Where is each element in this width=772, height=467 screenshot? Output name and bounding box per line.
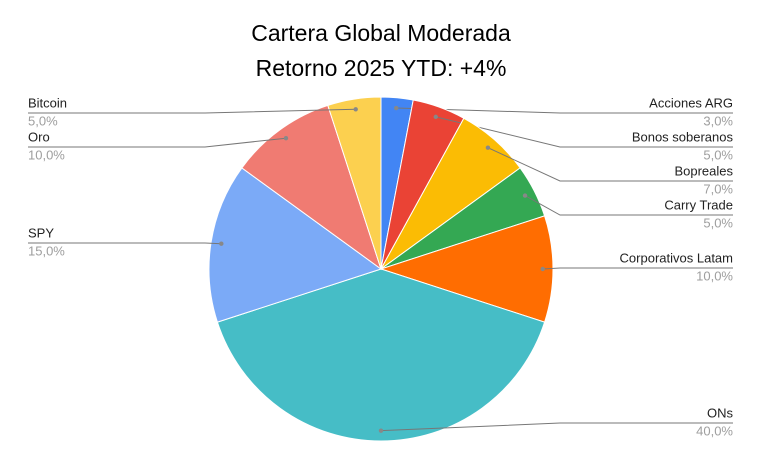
leader-dot — [219, 241, 224, 246]
pie-slice — [379, 215, 554, 323]
leader-dot — [378, 428, 384, 433]
slice-value-label: 40,0% — [696, 423, 733, 438]
chart-subtitle: Retorno 2025 YTD: +4% — [256, 55, 507, 81]
pie-slice — [327, 96, 382, 270]
slice-value-label: 5,0% — [703, 147, 733, 162]
slice-label: Oro — [28, 129, 50, 144]
slice-value-label: 5,0% — [703, 215, 733, 230]
leader-dot — [394, 105, 399, 111]
pie-slice — [241, 104, 382, 271]
leader-dot — [485, 145, 491, 150]
slice-label: Bonos soberanos — [632, 129, 734, 144]
slice-value-label: 10,0% — [28, 147, 65, 162]
leader-dot — [522, 193, 528, 198]
leader-line — [28, 108, 356, 114]
leader-line — [542, 267, 733, 270]
leader-line — [28, 137, 287, 148]
leader-dot — [353, 107, 358, 112]
slice-value-label: 10,0% — [696, 268, 733, 283]
leader-line — [28, 242, 222, 245]
slice-value-label: 3,0% — [703, 113, 733, 128]
pie-slice — [208, 167, 383, 323]
slice-label: Corporativos Latam — [620, 250, 733, 265]
slice-label: Bitcoin — [28, 95, 67, 110]
slice-value-label: 15,0% — [28, 243, 65, 258]
pie-slice — [216, 268, 546, 442]
leader-dot — [540, 266, 545, 272]
chart-title: Cartera Global Moderada — [251, 20, 511, 46]
leader-line — [524, 195, 733, 216]
leader-line — [487, 147, 733, 182]
slice-label: Acciones ARG — [649, 95, 733, 110]
slice-label: Bopreales — [674, 163, 733, 178]
leader-line — [396, 107, 733, 114]
leader-line — [380, 422, 733, 432]
slice-label: SPY — [28, 225, 54, 240]
slice-value-label: 7,0% — [703, 181, 733, 196]
slice-value-label: 5,0% — [28, 113, 58, 128]
slice-label: Carry Trade — [664, 197, 733, 212]
slice-label: ONs — [707, 405, 734, 420]
leader-dot — [283, 135, 289, 141]
leader-dot — [433, 114, 438, 120]
